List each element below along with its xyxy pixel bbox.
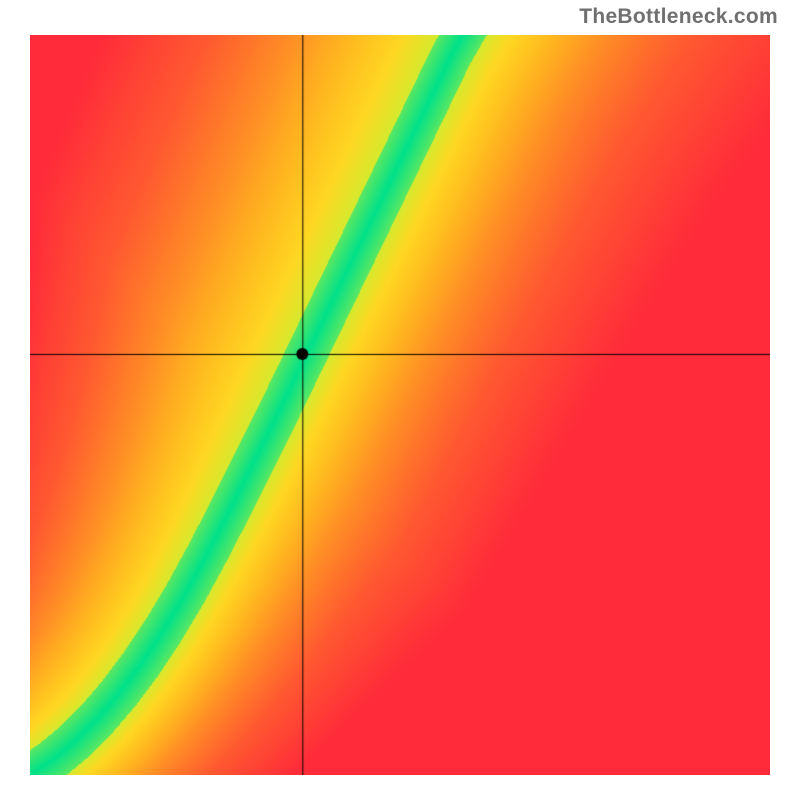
heatmap-plot bbox=[30, 35, 770, 775]
crosshair-overlay bbox=[30, 35, 770, 775]
watermark-text: TheBottleneck.com bbox=[579, 5, 778, 29]
